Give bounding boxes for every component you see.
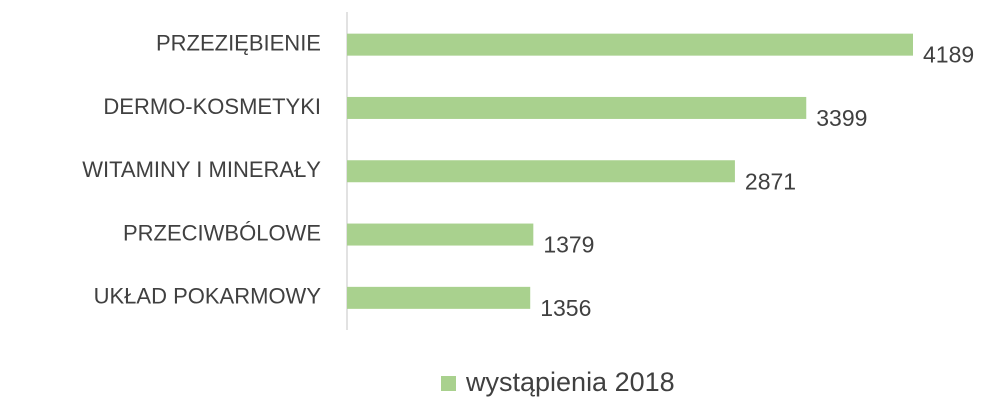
y-tick-label: WITAMINY I MINERAŁY — [82, 157, 321, 182]
bar — [347, 160, 735, 183]
data-label: 2871 — [745, 168, 796, 194]
y-tick-label: UKŁAD POKARMOWY — [94, 284, 322, 309]
y-tick-label: DERMO-KOSMETYKI — [103, 94, 321, 119]
data-label: 3399 — [816, 105, 867, 131]
data-label: 4189 — [923, 42, 974, 68]
data-label: 1356 — [540, 295, 591, 321]
legend-swatch — [441, 376, 456, 391]
bar — [347, 223, 534, 246]
bar — [347, 33, 913, 56]
legend-label: wystąpienia 2018 — [465, 367, 675, 397]
y-tick-label: PRZEZIĘBIENIE — [156, 30, 321, 55]
bar — [347, 286, 531, 309]
bar — [347, 96, 807, 119]
data-label: 1379 — [543, 232, 594, 258]
y-tick-label: PRZECIWBÓLOWE — [123, 220, 321, 245]
